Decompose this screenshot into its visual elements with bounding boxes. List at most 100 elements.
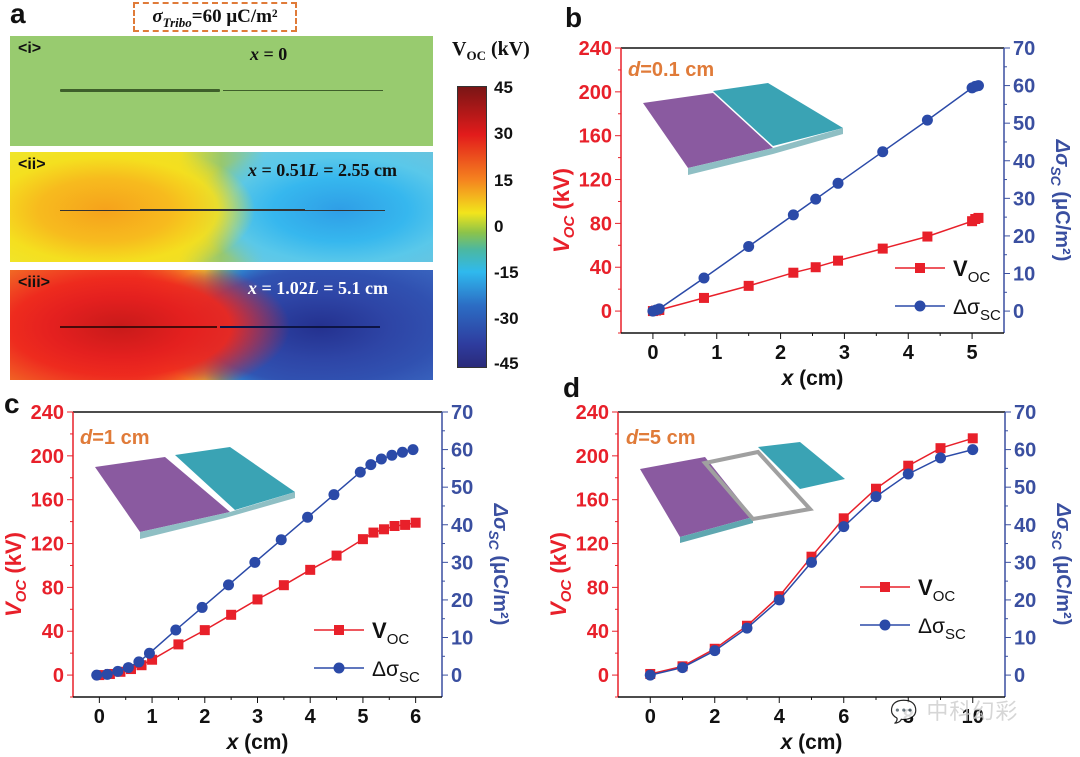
legend-label-voc: VOC: [918, 575, 955, 605]
eq-tail: = 2.55 cm: [318, 160, 398, 180]
colorbar-tick: 0: [494, 217, 504, 236]
data-point-voc: [698, 292, 709, 303]
map-label: <ii>: [18, 156, 46, 173]
y-left-axis-title: VOC (kV): [1, 532, 30, 617]
plate-edge: [688, 128, 843, 175]
data-point-dsigma: [810, 193, 822, 205]
y-right-tick-label: 20: [1013, 226, 1035, 248]
dielectric-left-plate: [95, 457, 230, 532]
x-axis-label: x (cm): [226, 731, 289, 754]
y-left-tick-label: 120: [576, 534, 609, 556]
panel-label-c: c: [4, 388, 20, 419]
data-point-voc: [400, 519, 411, 530]
data-point-voc: [331, 550, 342, 561]
eq-tail: = 5.1 cm: [318, 278, 389, 298]
x-tick-label: 0: [647, 342, 658, 364]
distance-annotation: d=0.1 cm: [628, 59, 714, 81]
data-point-dsigma: [743, 240, 755, 252]
data-point-voc: [877, 243, 888, 254]
data-point-voc: [368, 527, 379, 538]
electrode-right-plate: [713, 83, 843, 146]
y-left-tick-label: 200: [579, 82, 612, 104]
device-illustration: [95, 447, 295, 539]
electrode-right-plate: [175, 447, 295, 510]
panel-label-d: d: [563, 372, 581, 403]
data-point-dsigma: [396, 446, 408, 458]
potential-map-i: <i> x = 0: [10, 36, 433, 146]
electrode-right: [220, 326, 380, 328]
legend-label-dsigma: ΔσSC: [918, 615, 966, 643]
data-point-dsigma: [302, 511, 314, 523]
cb-title-main: V: [452, 38, 467, 60]
electrode-right-plate: [758, 442, 845, 489]
data-point-dsigma: [375, 453, 387, 465]
y-right-tick-label: 30: [1014, 552, 1036, 574]
y-left-tick-label: 240: [576, 402, 609, 424]
data-point-dsigma: [249, 556, 261, 568]
legend-marker-voc: [334, 625, 344, 635]
y-right-tick-label: 10: [1013, 264, 1035, 286]
x-tick-label: 2: [199, 706, 210, 728]
y-right-tick-label: 40: [1014, 515, 1036, 537]
colorbar: [457, 86, 487, 368]
y-left-tick-label: 80: [42, 577, 64, 599]
map-label: <iii>: [18, 274, 51, 291]
legend-label-dsigma: ΔσSC: [372, 658, 420, 686]
data-point-dsigma: [112, 665, 124, 677]
colorbar-tick: -30: [494, 309, 519, 328]
data-point-dsigma: [354, 466, 366, 478]
wechat-icon: 💬: [890, 700, 919, 725]
y-right-tick-label: 40: [1013, 151, 1035, 173]
data-point-dsigma: [921, 114, 933, 126]
tribo-charge-label: σTribo=60 μC/m²: [133, 2, 297, 32]
data-point-dsigma: [806, 556, 817, 568]
x-tick-label: 2: [709, 706, 720, 728]
potential-map-ii: <ii> x = 0.51L = 2.55 cm: [10, 152, 433, 262]
data-point-dsigma: [170, 624, 182, 636]
y-right-tick-label: 60: [1014, 440, 1036, 462]
data-point-dsigma: [122, 662, 134, 674]
map-label: <i>: [18, 40, 42, 57]
data-point-dsigma: [365, 459, 377, 471]
data-point-dsigma: [133, 656, 145, 668]
eq-var: x: [248, 160, 257, 180]
data-point-voc: [147, 654, 158, 665]
device-illustration: [640, 442, 845, 543]
data-point-voc: [357, 534, 368, 545]
tribo-symbol: σ: [152, 6, 163, 27]
chart-panel-c: 0 1 2 3 4 5 6 x (cm) 0 40 80 120 160 200 240 0 10 20 30 40 5…: [1, 402, 511, 754]
legend-label-voc: VOC: [953, 256, 990, 286]
legend: VOC ΔσSC: [860, 575, 966, 643]
y-right-tick-label: 0: [1013, 301, 1024, 323]
legend: VOC ΔσSC: [314, 618, 420, 686]
y-left-tick-label: 160: [576, 490, 609, 512]
data-point-dsigma: [787, 209, 799, 221]
data-point-dsigma: [143, 647, 155, 659]
x-tick-label: 6: [838, 706, 849, 728]
data-point-dsigma: [935, 452, 946, 464]
y-left-tick-label: 200: [576, 446, 609, 468]
data-point-voc: [379, 524, 390, 535]
data-point-voc: [788, 267, 799, 278]
data-point-voc: [922, 231, 933, 242]
data-point-dsigma: [902, 468, 914, 480]
panel-label-a: a: [10, 0, 26, 29]
distance-annotation: d=1 cm: [80, 427, 149, 449]
data-point-voc: [410, 517, 421, 528]
data-point-voc: [935, 443, 946, 454]
data-point-dsigma: [644, 669, 656, 681]
data-point-voc: [806, 551, 817, 562]
y-left-tick-label: 0: [53, 665, 64, 687]
data-point-voc: [903, 460, 914, 471]
panel-label-b: b: [565, 2, 583, 33]
y-right-tick-label: 10: [451, 628, 473, 650]
colorbar-tick: 30: [494, 124, 513, 143]
legend-label-voc: VOC: [372, 618, 409, 648]
eq-rest: = 0.51: [257, 160, 308, 180]
data-point-dsigma: [101, 668, 113, 680]
data-point-voc: [973, 212, 984, 223]
y-left-tick-label: 40: [42, 621, 64, 643]
data-point-dsigma: [741, 622, 753, 634]
watermark: 💬 中科幻彩: [890, 694, 1018, 726]
y-right-tick-label: 0: [1014, 665, 1025, 687]
